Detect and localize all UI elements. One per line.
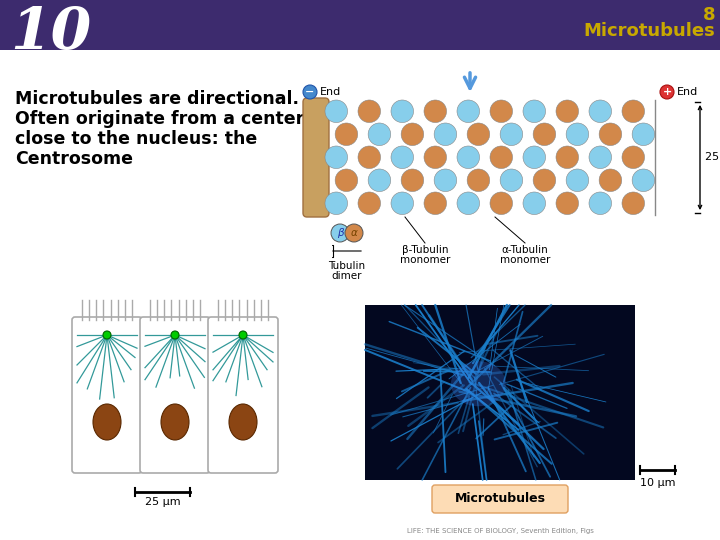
Text: monomer: monomer — [400, 255, 450, 265]
Bar — [365, 305, 635, 480]
Circle shape — [589, 192, 611, 214]
FancyBboxPatch shape — [72, 317, 142, 473]
Circle shape — [358, 192, 381, 214]
Text: dimer: dimer — [332, 271, 362, 281]
Circle shape — [490, 146, 513, 168]
Circle shape — [325, 146, 348, 168]
Circle shape — [457, 100, 480, 123]
Circle shape — [622, 192, 644, 214]
Text: Microtubules: Microtubules — [583, 22, 715, 40]
Circle shape — [391, 100, 413, 123]
Circle shape — [171, 331, 179, 339]
FancyBboxPatch shape — [432, 485, 568, 513]
Text: α: α — [351, 228, 357, 238]
Circle shape — [599, 123, 621, 146]
Circle shape — [622, 146, 644, 168]
Circle shape — [556, 100, 579, 123]
Circle shape — [424, 146, 446, 168]
Text: monomer: monomer — [500, 255, 550, 265]
Circle shape — [391, 146, 413, 168]
Circle shape — [239, 331, 247, 339]
Text: β-Tubulin: β-Tubulin — [402, 245, 449, 255]
Circle shape — [325, 100, 348, 123]
Circle shape — [434, 123, 456, 146]
Circle shape — [424, 100, 446, 123]
Circle shape — [490, 192, 513, 214]
Circle shape — [632, 169, 654, 192]
Text: 8: 8 — [703, 6, 715, 24]
Circle shape — [599, 169, 621, 192]
Text: 25 nm: 25 nm — [705, 152, 720, 163]
Circle shape — [523, 192, 546, 214]
Circle shape — [457, 192, 480, 214]
Text: 25 μm: 25 μm — [145, 497, 180, 507]
Circle shape — [500, 123, 523, 146]
Circle shape — [566, 123, 589, 146]
Circle shape — [500, 169, 523, 192]
Circle shape — [660, 85, 674, 99]
Text: LIFE: THE SCIENCE OF BIOLOGY, Seventh Edition, Figs: LIFE: THE SCIENCE OF BIOLOGY, Seventh Ed… — [407, 528, 593, 534]
Circle shape — [566, 169, 589, 192]
Circle shape — [331, 224, 349, 242]
Circle shape — [467, 123, 490, 146]
Circle shape — [467, 169, 490, 192]
Circle shape — [523, 146, 546, 168]
Circle shape — [401, 169, 423, 192]
Text: α-Tubulin: α-Tubulin — [502, 245, 549, 255]
Text: End: End — [677, 87, 698, 97]
FancyBboxPatch shape — [303, 98, 329, 217]
Circle shape — [303, 85, 317, 99]
Circle shape — [358, 100, 381, 123]
Text: β: β — [337, 228, 343, 238]
Circle shape — [345, 224, 363, 242]
Bar — [0, 0, 720, 50]
Circle shape — [434, 169, 456, 192]
Circle shape — [457, 146, 480, 168]
Ellipse shape — [451, 361, 506, 406]
FancyBboxPatch shape — [208, 317, 278, 473]
Text: +: + — [662, 87, 672, 97]
Circle shape — [622, 100, 644, 123]
Circle shape — [556, 192, 579, 214]
Circle shape — [325, 192, 348, 214]
Text: Tubulin: Tubulin — [328, 261, 366, 271]
Circle shape — [533, 169, 556, 192]
Circle shape — [335, 169, 358, 192]
Ellipse shape — [161, 404, 189, 440]
Circle shape — [632, 123, 654, 146]
Circle shape — [589, 100, 611, 123]
Text: Microtubules are directional.: Microtubules are directional. — [15, 90, 299, 108]
Circle shape — [424, 192, 446, 214]
Circle shape — [103, 331, 111, 339]
Text: End: End — [320, 87, 341, 97]
Text: Centrosome: Centrosome — [15, 150, 133, 168]
Circle shape — [358, 146, 381, 168]
Ellipse shape — [93, 404, 121, 440]
Text: 10: 10 — [10, 5, 91, 62]
Circle shape — [335, 123, 358, 146]
Circle shape — [368, 169, 391, 192]
Circle shape — [556, 146, 579, 168]
Text: Often originate from a center: Often originate from a center — [15, 110, 305, 128]
Circle shape — [523, 100, 546, 123]
FancyBboxPatch shape — [140, 317, 210, 473]
Text: close to the nucleus: the: close to the nucleus: the — [15, 130, 257, 148]
Circle shape — [589, 146, 611, 168]
Text: Microtubules: Microtubules — [454, 492, 546, 505]
Ellipse shape — [229, 404, 257, 440]
Circle shape — [533, 123, 556, 146]
Circle shape — [490, 100, 513, 123]
Circle shape — [401, 123, 423, 146]
Circle shape — [391, 192, 413, 214]
Text: −: − — [305, 87, 315, 97]
Text: 10 μm: 10 μm — [640, 478, 675, 488]
Circle shape — [368, 123, 391, 146]
